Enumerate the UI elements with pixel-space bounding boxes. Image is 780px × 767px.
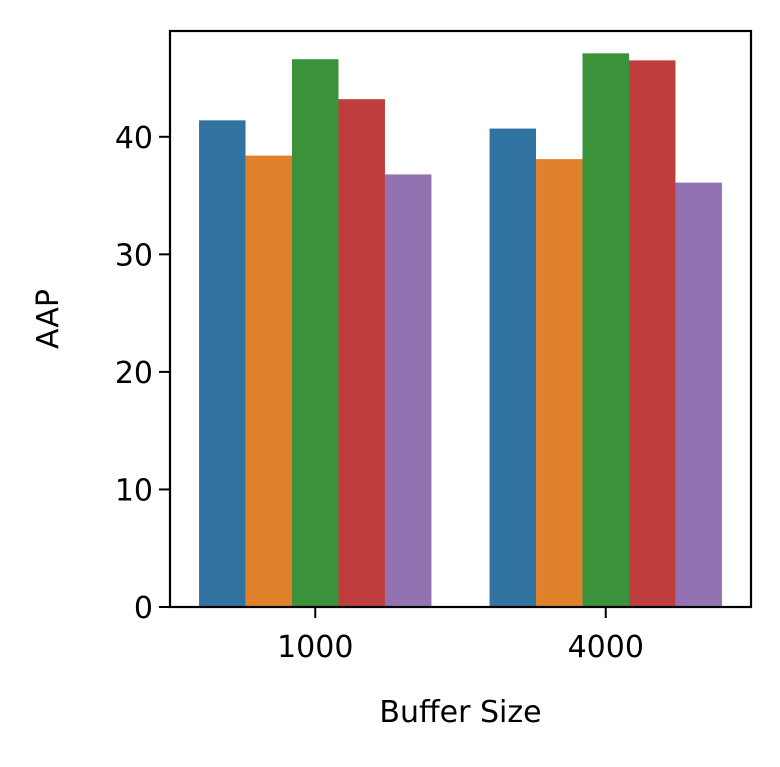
bar-4000-series-1 xyxy=(489,128,537,607)
y-tick-label-30: 30 xyxy=(115,238,153,273)
bar-1000-series-3 xyxy=(292,59,339,608)
bar-1000-series-5 xyxy=(384,174,432,608)
plot-frame xyxy=(168,29,753,609)
bar-4000-series-3 xyxy=(582,53,629,607)
y-axis: 0 10 20 30 40 xyxy=(115,121,170,626)
y-axis-title: AAP xyxy=(31,289,66,349)
bar-1000-series-1 xyxy=(199,120,246,607)
x-tick-label-1000: 1000 xyxy=(277,630,353,665)
bar-1000-series-4 xyxy=(338,99,385,607)
y-tick-label-10: 10 xyxy=(115,473,153,508)
x-axis: 1000 4000 xyxy=(277,607,644,665)
y-tick-label-20: 20 xyxy=(115,356,153,391)
bars-group xyxy=(199,53,722,608)
y-tick-label-0: 0 xyxy=(134,591,153,626)
bar-4000-series-5 xyxy=(675,182,722,608)
x-axis-title: Buffer Size xyxy=(379,695,541,730)
bar-4000-series-4 xyxy=(628,60,676,607)
bar-4000-series-2 xyxy=(536,159,583,607)
bar-1000-series-2 xyxy=(245,155,293,608)
x-tick-label-4000: 4000 xyxy=(568,630,644,665)
y-tick-label-40: 40 xyxy=(115,121,153,156)
